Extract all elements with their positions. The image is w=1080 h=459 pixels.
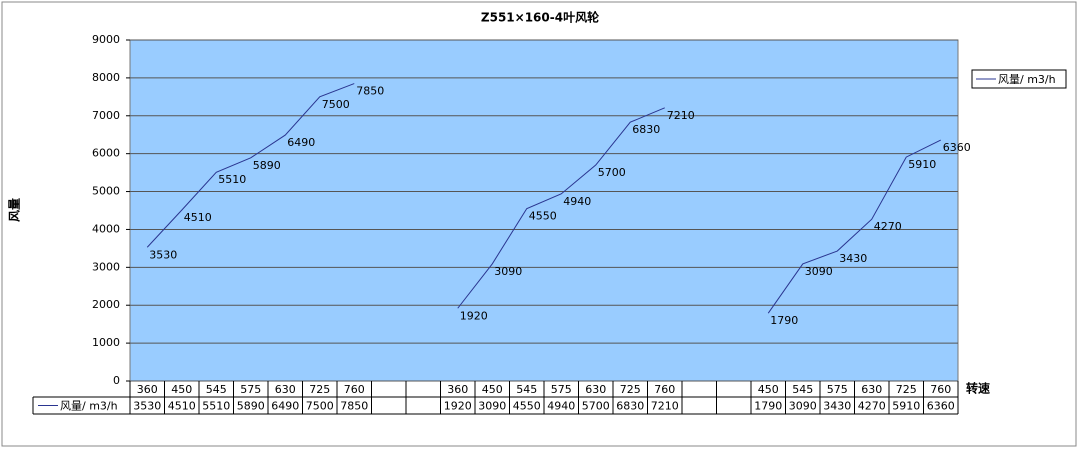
x-tick-label: 760 bbox=[344, 383, 365, 396]
table-value: 3430 bbox=[823, 400, 851, 413]
y-tick-label: 7000 bbox=[92, 109, 120, 122]
line bbox=[146, 83, 941, 314]
data-label: 3090 bbox=[805, 265, 833, 278]
x-tick-label: 450 bbox=[171, 383, 192, 396]
table-value: 6830 bbox=[616, 400, 644, 413]
table-value: 3090 bbox=[789, 400, 817, 413]
table-value: 3090 bbox=[478, 400, 506, 413]
x-tick-label: 545 bbox=[516, 383, 537, 396]
data-label: 6490 bbox=[287, 136, 315, 149]
x-tick-label: 575 bbox=[240, 383, 261, 396]
y-tick-label: 8000 bbox=[92, 71, 120, 84]
data-label: 5890 bbox=[253, 159, 281, 172]
data-label: 1920 bbox=[460, 309, 488, 322]
legend-label: 风量/ m3/h bbox=[998, 73, 1056, 86]
x-tick-label: 575 bbox=[827, 383, 848, 396]
data-label: 7500 bbox=[322, 98, 350, 111]
table-value: 7850 bbox=[340, 400, 368, 413]
y-tick-label: 2000 bbox=[92, 298, 120, 311]
table-series-name: 风量/ m3/h bbox=[60, 400, 118, 413]
x-tick-label: 545 bbox=[206, 383, 227, 396]
table-value: 5910 bbox=[892, 400, 920, 413]
data-label: 3090 bbox=[494, 265, 522, 278]
data-label: 4510 bbox=[184, 211, 212, 224]
legend-box bbox=[971, 69, 1067, 89]
x-tick-label: 760 bbox=[930, 383, 951, 396]
table-value: 4510 bbox=[168, 400, 196, 413]
data-label: 7850 bbox=[356, 85, 384, 98]
y-tick-label: 1000 bbox=[92, 336, 120, 349]
data-label: 7210 bbox=[667, 109, 695, 122]
table-value: 6360 bbox=[927, 400, 955, 413]
table-value: 5890 bbox=[237, 400, 265, 413]
y-tick-label: 3000 bbox=[92, 260, 120, 273]
data-label: 5910 bbox=[908, 158, 936, 171]
data-label: 3430 bbox=[839, 252, 867, 265]
table-value: 5510 bbox=[202, 400, 230, 413]
data-label: 5700 bbox=[598, 166, 626, 179]
table-value: 1790 bbox=[754, 400, 782, 413]
y-tick-label: 9000 bbox=[92, 33, 120, 46]
x-tick-label: 630 bbox=[275, 383, 296, 396]
data-label: 6830 bbox=[632, 123, 660, 136]
x-tick-label: 360 bbox=[447, 383, 468, 396]
x-tick-label: 360 bbox=[137, 383, 158, 396]
x-axis-title: 转速 bbox=[966, 381, 990, 396]
y-tick-label: 6000 bbox=[92, 147, 120, 160]
table-value: 4940 bbox=[547, 400, 575, 413]
data-label: 5510 bbox=[218, 173, 246, 186]
table-value: 6490 bbox=[271, 400, 299, 413]
table-value: 3530 bbox=[133, 400, 161, 413]
chart-title: Z551×160-4叶风轮 bbox=[481, 10, 600, 25]
x-tick-label: 630 bbox=[861, 383, 882, 396]
data-label: 6360 bbox=[943, 141, 971, 154]
plot-area bbox=[129, 39, 959, 382]
x-tick-label: 630 bbox=[585, 383, 606, 396]
table-value: 4270 bbox=[858, 400, 886, 413]
table-value: 7210 bbox=[651, 400, 679, 413]
x-tick-label: 760 bbox=[654, 383, 675, 396]
table-value: 7500 bbox=[306, 400, 334, 413]
x-tick-label: 725 bbox=[620, 383, 641, 396]
x-tick-label: 725 bbox=[309, 383, 330, 396]
x-tick-label: 450 bbox=[758, 383, 779, 396]
x-tick-label: 545 bbox=[792, 383, 813, 396]
table-value: 5700 bbox=[582, 400, 610, 413]
x-tick-label: 575 bbox=[551, 383, 572, 396]
data-label: 4940 bbox=[563, 195, 591, 208]
y-tick-label: 5000 bbox=[92, 185, 120, 198]
x-tick-label: 450 bbox=[482, 383, 503, 396]
x-tick-label: 725 bbox=[896, 383, 917, 396]
y-tick-label: 4000 bbox=[92, 222, 120, 235]
data-label: 3530 bbox=[149, 248, 177, 261]
data-label: 4270 bbox=[874, 220, 902, 233]
data-label: 1790 bbox=[770, 314, 798, 327]
y-tick-label: 0 bbox=[113, 374, 120, 387]
table-value: 1920 bbox=[444, 400, 472, 413]
data-label: 4550 bbox=[529, 210, 557, 223]
y-axis-title: 风量 bbox=[8, 198, 22, 222]
table-value: 4550 bbox=[513, 400, 541, 413]
